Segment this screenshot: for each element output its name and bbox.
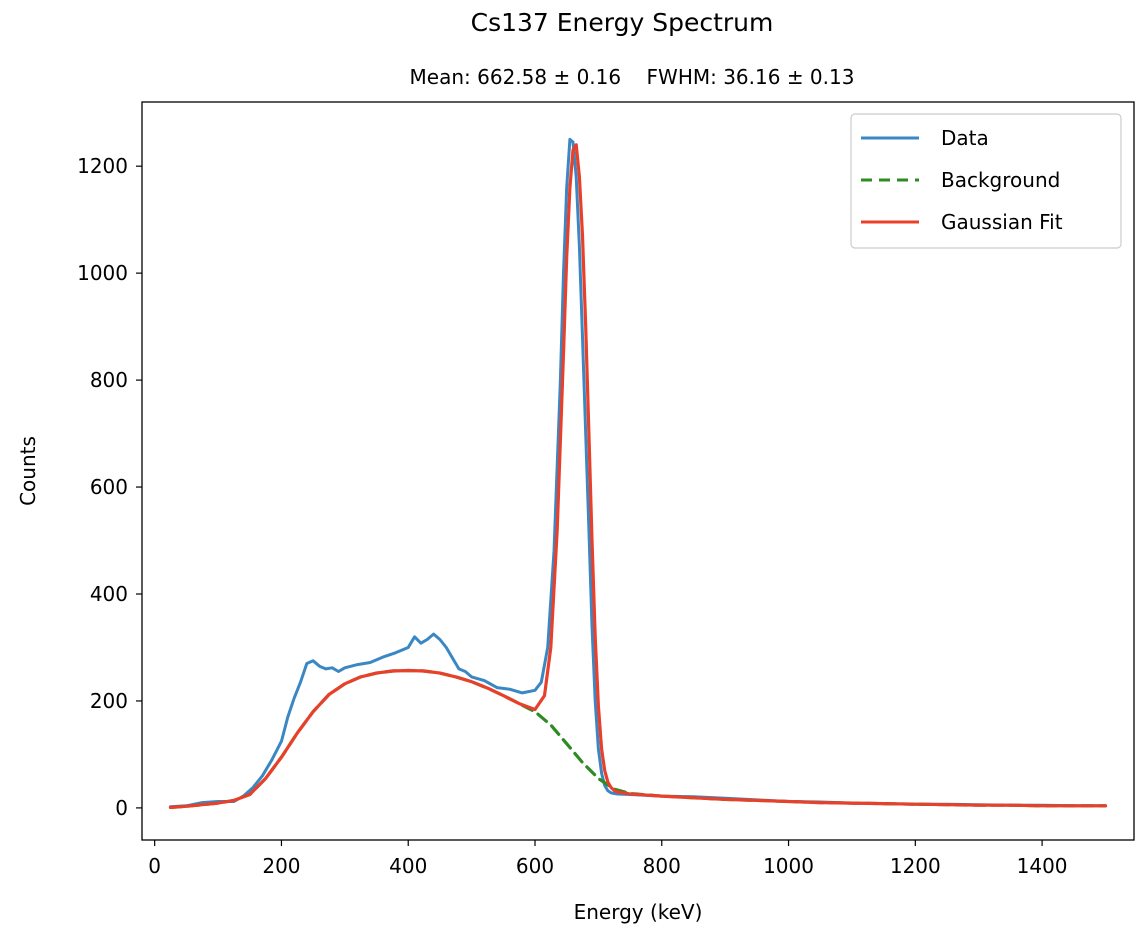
x-tick-label: 1200 — [890, 854, 941, 878]
chart-title: Cs137 Energy Spectrum — [471, 8, 774, 37]
legend-label: Data — [941, 126, 989, 150]
y-tick-label: 1200 — [77, 154, 128, 178]
x-tick-label: 1400 — [1017, 854, 1068, 878]
axis-ticks: 0 200 400 600 800 1000 1200 1400 0 200 400 600 800 10… — [77, 154, 1067, 878]
y-tick-label: 800 — [90, 368, 128, 392]
y-tick-label: 200 — [90, 689, 128, 713]
y-tick-label: 0 — [115, 796, 128, 820]
chart-subtitle: Mean: 662.58 ± 0.16 FWHM: 36.16 ± 0.13 — [410, 65, 855, 89]
legend: Data Background Gaussian Fit — [850, 113, 1122, 249]
y-tick-label: 1000 — [77, 261, 128, 285]
legend-label: Background — [941, 168, 1060, 192]
x-tick-label: 200 — [262, 854, 300, 878]
x-axis-label: Energy (keV) — [574, 900, 703, 924]
x-tick-label: 800 — [643, 854, 681, 878]
y-tick-label: 400 — [90, 582, 128, 606]
y-axis-label: Counts — [16, 436, 40, 506]
legend-label: Gaussian Fit — [941, 210, 1063, 234]
x-tick-label: 0 — [148, 854, 161, 878]
x-tick-label: 400 — [389, 854, 427, 878]
x-tick-label: 1000 — [763, 854, 814, 878]
series-line-gaussian-fit — [168, 143, 1108, 810]
plot-frame — [141, 101, 1135, 841]
x-tick-label: 600 — [516, 854, 554, 878]
y-tick-label: 600 — [90, 475, 128, 499]
series-line-background — [168, 668, 1108, 810]
plot-series — [168, 137, 1108, 810]
legend-box — [850, 113, 1122, 249]
